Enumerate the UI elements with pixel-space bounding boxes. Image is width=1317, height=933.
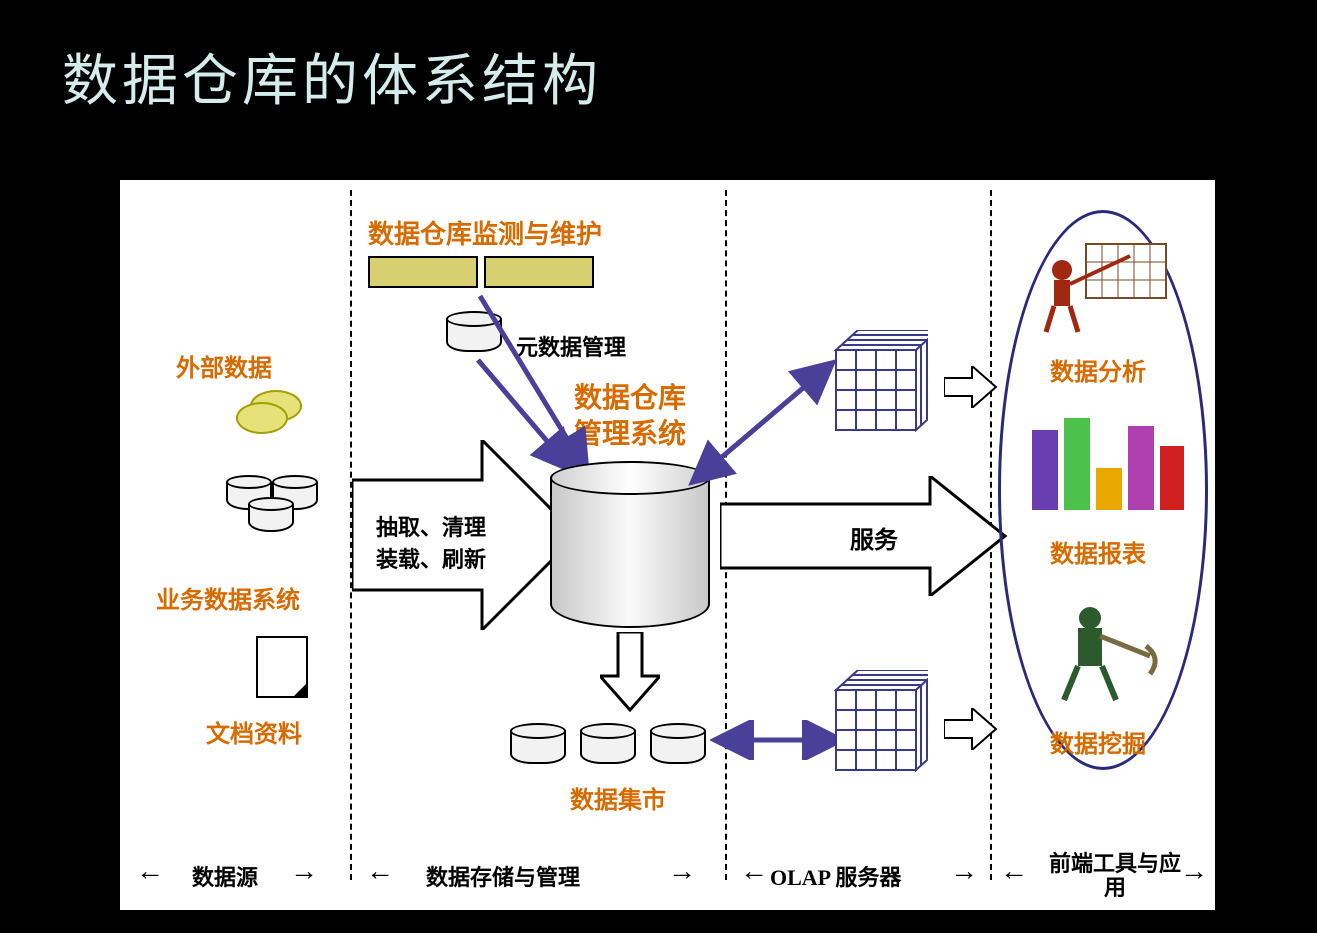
warehouse-cylinder-icon bbox=[550, 478, 710, 628]
axis-arrow-right-icon: → bbox=[1180, 856, 1208, 888]
axis-seg-4: 前端工具与应用 bbox=[1040, 852, 1190, 900]
axis-arrow-left-icon: ← bbox=[366, 856, 394, 888]
mart-label: 数据集市 bbox=[570, 780, 666, 815]
down-arrow-icon bbox=[600, 632, 660, 712]
ops-data-label: 业务数据系统 bbox=[156, 580, 300, 615]
axis-arrow-left-icon: ← bbox=[136, 856, 164, 888]
service-label: 服务 bbox=[850, 520, 898, 555]
document-icon bbox=[256, 636, 308, 698]
monitor-label: 数据仓库监测与维护 bbox=[368, 214, 602, 251]
ops-db-icon bbox=[248, 504, 294, 532]
monitor-block-icon bbox=[368, 256, 478, 288]
axis-arrow-right-icon: → bbox=[950, 856, 978, 888]
etl-label-2: 装载、刷新 bbox=[376, 542, 486, 574]
mart-db-icon bbox=[650, 730, 706, 764]
axis-seg-3: OLAP 服务器 bbox=[770, 860, 901, 892]
monitor-block-icon bbox=[484, 256, 594, 288]
axis-seg-1: 数据源 bbox=[192, 860, 258, 892]
olap-cube-icon bbox=[808, 330, 928, 440]
coin-icon bbox=[236, 402, 288, 434]
architecture-diagram: 外部数据 业务数据系统 文档资料 抽取、清理 装载、刷新 数据仓库监测与维护 元… bbox=[120, 180, 1215, 910]
axis-arrow-right-icon: → bbox=[668, 856, 696, 888]
mining-person-icon bbox=[1050, 600, 1170, 710]
slide-title: 数据仓库的体系结构 bbox=[62, 36, 602, 117]
outline-arrow-icon bbox=[944, 708, 998, 750]
analysis-label: 数据分析 bbox=[1050, 352, 1146, 387]
bottom-axis: ← 数据源 → ← 数据存储与管理 → ← OLAP 服务器 → ← 前端工具与… bbox=[120, 852, 1215, 900]
external-data-label: 外部数据 bbox=[176, 348, 272, 383]
docs-label: 文档资料 bbox=[206, 714, 302, 749]
outline-arrow-icon bbox=[944, 366, 998, 408]
axis-seg-2: 数据存储与管理 bbox=[426, 860, 580, 892]
axis-arrow-right-icon: → bbox=[290, 856, 318, 888]
olap-cube-icon bbox=[808, 670, 928, 780]
etl-label-1: 抽取、清理 bbox=[376, 510, 486, 542]
mart-db-icon bbox=[580, 730, 636, 764]
analysis-person-icon bbox=[1040, 240, 1170, 340]
axis-arrow-left-icon: ← bbox=[1000, 856, 1028, 888]
axis-arrow-left-icon: ← bbox=[740, 856, 768, 888]
report-bars-icon bbox=[1028, 416, 1188, 516]
report-label: 数据报表 bbox=[1050, 534, 1146, 569]
purple-arrow-icon bbox=[420, 290, 600, 480]
mart-db-icon bbox=[510, 730, 566, 764]
mining-label: 数据挖掘 bbox=[1050, 724, 1146, 759]
